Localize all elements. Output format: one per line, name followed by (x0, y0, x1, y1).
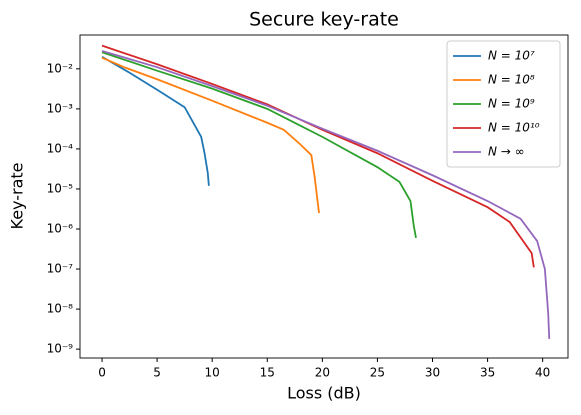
x-tick-label: 5 (153, 366, 161, 380)
series-line (101, 50, 551, 339)
y-tick-label: 10⁻⁸ (47, 302, 74, 316)
chart-title: Secure key-rate (249, 9, 399, 31)
y-tick-label: 10⁻⁹ (47, 342, 74, 356)
legend-label: N = 10⁷ (488, 49, 535, 63)
y-tick-label: 10⁻⁴ (47, 141, 74, 155)
x-axis-label: Loss (dB) (287, 384, 361, 403)
legend-label: N = 10⁹ (488, 97, 535, 111)
x-tick-label: 15 (260, 366, 275, 380)
x-tick-label: 40 (535, 366, 550, 380)
series-line (101, 44, 535, 268)
plot-frame (79, 34, 569, 359)
series-line (101, 56, 210, 186)
y-tick-label: 10⁻⁶ (47, 221, 74, 235)
x-tick-label: 30 (425, 366, 440, 380)
legend-label: N → ∞ (488, 145, 525, 159)
legend-label: N = 10¹⁰ (488, 121, 540, 135)
y-tick-label: 10⁻⁷ (47, 262, 74, 276)
x-tick-label: 25 (370, 366, 385, 380)
x-tick-label: 35 (480, 366, 495, 380)
legend-label: N = 10⁸ (488, 73, 535, 87)
series-line (101, 56, 320, 214)
y-tick-label: 10⁻² (47, 61, 74, 75)
y-tick-label: 10⁻⁵ (47, 181, 74, 195)
x-tick-label: 0 (98, 366, 106, 380)
x-tick-label: 20 (315, 366, 330, 380)
x-tick-label: 10 (205, 366, 220, 380)
legend-box (446, 40, 561, 168)
legend: N = 10⁷ N = 10⁸ N = 10⁹ N = 10¹⁰ N → ∞ (446, 40, 561, 168)
y-tick-label: 10⁻³ (47, 101, 74, 115)
y-axis-label: Key-rate (8, 163, 27, 230)
series-line (101, 51, 417, 239)
